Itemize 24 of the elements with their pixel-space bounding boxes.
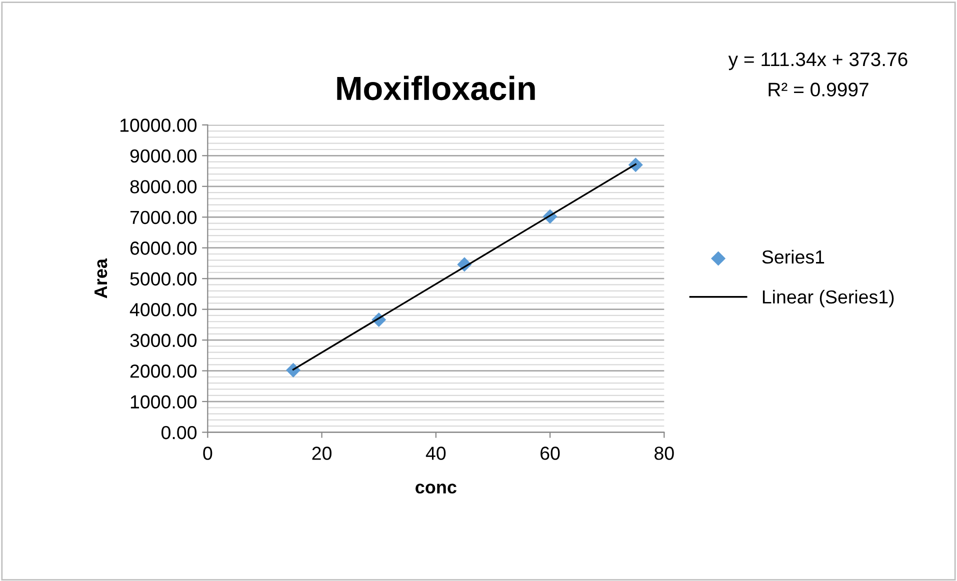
y-tick-label: 7000.00 (130, 210, 197, 224)
legend-label: Series1 (762, 250, 824, 264)
y-axis-title: Area (94, 258, 108, 298)
y-tick-label: 1000.00 (130, 395, 197, 409)
y-tick-label: 3000.00 (130, 334, 197, 348)
y-tick-label: 2000.00 (130, 364, 197, 378)
x-tick-label: 40 (426, 446, 446, 460)
y-tick-label: 4000.00 (130, 303, 197, 316)
x-tick-label: 60 (540, 446, 560, 460)
legend-label: Linear (Series1) (762, 290, 894, 308)
text: R² = 0.9997 (768, 82, 868, 96)
x-tick-label: 20 (312, 446, 332, 460)
chart-title: Moxifloxacin (337, 76, 535, 100)
y-tick-label: 10000.00 (120, 118, 197, 132)
text: y = 111.34x + 373.76 (728, 52, 908, 70)
x-tick-label: 80 (654, 446, 674, 460)
x-tick-label: 0 (203, 446, 212, 460)
y-tick-label: 9000.00 (130, 149, 197, 163)
x-axis-title: conc (416, 484, 456, 494)
y-tick-label: 0.00 (161, 426, 197, 440)
y-tick-label: 8000.00 (130, 180, 197, 194)
y-tick-label: 5000.00 (130, 272, 197, 286)
y-tick-label: 6000.00 (130, 242, 197, 255)
point (286, 362, 301, 378)
